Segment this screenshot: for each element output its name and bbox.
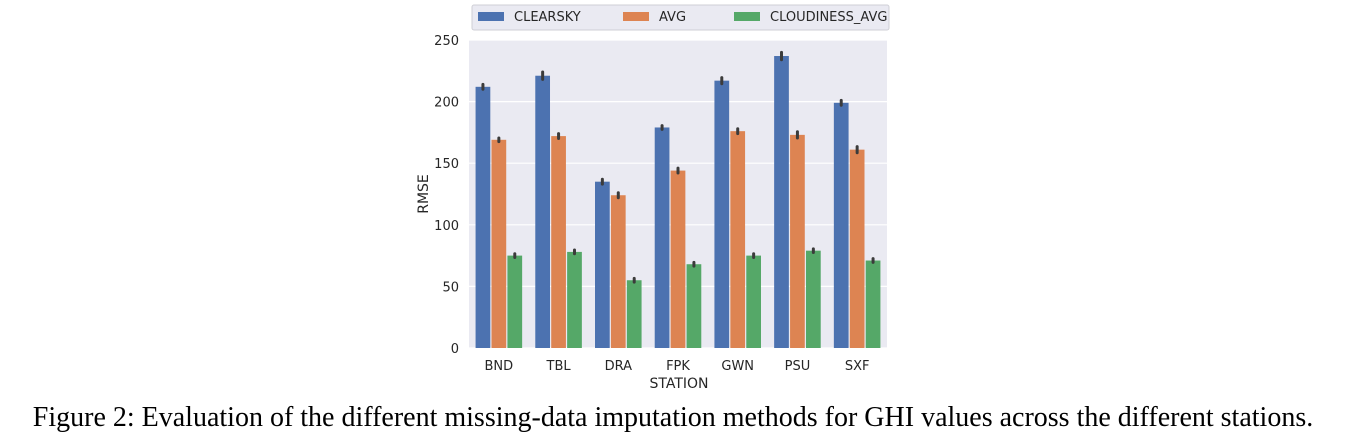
x-axis-ticks: BND TBL DRA FPK GWN PSU SXF <box>485 359 870 374</box>
x-tick-label: DRA <box>605 359 633 374</box>
y-axis-label: RMSE <box>416 174 432 214</box>
x-tick-label: TBL <box>546 359 572 374</box>
bar-gwn-cloudiness_avg <box>746 255 761 348</box>
legend-frame <box>471 4 890 31</box>
y-tick-label: 250 <box>434 34 459 49</box>
legend-label-avg: AVG <box>659 10 686 25</box>
figure-caption: Figure 2: Evaluation of the different mi… <box>32 402 1314 433</box>
bar-psu-avg <box>790 134 805 348</box>
error-bars <box>481 50 875 284</box>
legend: CLEARSKY AVG CLOUDINESS_AVG <box>471 4 890 31</box>
bar-sxf-avg <box>849 149 865 348</box>
legend-swatch-cloudiness_avg <box>734 12 760 21</box>
y-tick-label: 0 <box>451 342 459 357</box>
bar-psu-clearsky <box>774 56 789 349</box>
x-tick-label: FPK <box>666 359 690 374</box>
bar-psu-cloudiness_avg <box>805 250 821 348</box>
x-tick-label: GWN <box>721 359 754 374</box>
bar-bnd-clearsky <box>475 86 491 348</box>
bar-sxf-clearsky <box>833 102 849 348</box>
y-tick-label: 50 <box>442 280 459 295</box>
bar-gwn-avg <box>730 131 746 348</box>
x-tick-label: BND <box>485 359 514 374</box>
bar-sxf-cloudiness_avg <box>865 260 881 348</box>
bar-bnd-cloudiness_avg <box>507 255 523 348</box>
bar-dra-clearsky <box>595 181 610 348</box>
bar-tbl-cloudiness_avg <box>567 251 582 348</box>
y-tick-label: 100 <box>434 219 459 234</box>
bar-chart: 0 50 100 150 200 250 BND TBL DRA FPK GWN PSU SXF RM… <box>416 4 890 392</box>
x-axis-label: STATION <box>649 376 708 392</box>
bar-dra-cloudiness_avg <box>626 280 642 348</box>
bar-fpk-cloudiness_avg <box>686 264 702 348</box>
y-tick-label: 200 <box>434 96 459 111</box>
bar-fpk-clearsky <box>654 127 670 348</box>
x-tick-label: SXF <box>845 359 870 374</box>
legend-label-clearsky: CLEARSKY <box>514 10 581 25</box>
bar-tbl-avg <box>551 136 566 348</box>
legend-swatch-clearsky <box>478 12 504 21</box>
bar-dra-avg <box>610 195 626 348</box>
legend-swatch-avg <box>623 12 649 21</box>
bars <box>475 56 881 349</box>
bar-bnd-avg <box>491 139 507 348</box>
bar-gwn-clearsky <box>714 80 730 348</box>
legend-label-cloudiness_avg: CLOUDINESS_AVG <box>770 10 887 25</box>
x-tick-label: PSU <box>785 359 811 374</box>
bar-fpk-avg <box>670 170 686 348</box>
bar-tbl-clearsky <box>535 75 551 348</box>
y-tick-label: 150 <box>434 157 459 172</box>
y-axis-ticks: 0 50 100 150 200 250 <box>434 34 459 357</box>
